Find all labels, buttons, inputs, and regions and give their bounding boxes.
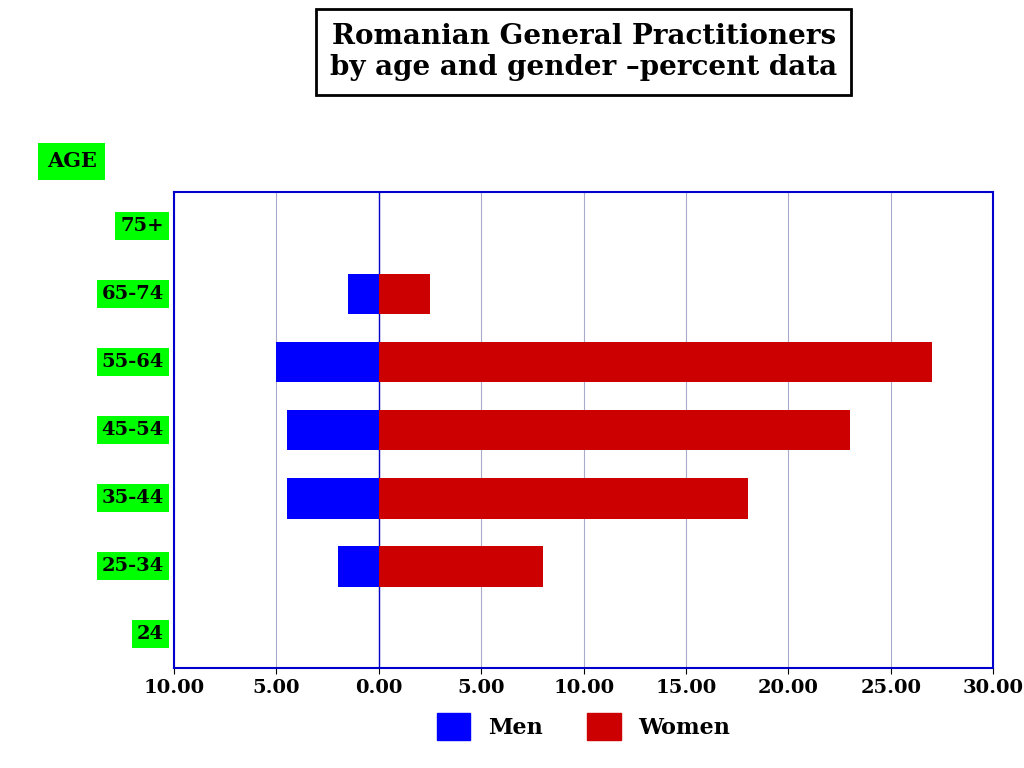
Text: 25-34: 25-34 [101, 557, 164, 575]
Bar [379, 409, 850, 451]
Text: 45-54: 45-54 [101, 421, 164, 439]
Legend: Men, Women: Men, Women [428, 704, 739, 750]
Bar [379, 342, 932, 382]
Bar [338, 546, 379, 587]
Bar [348, 273, 379, 314]
Text: 65-74: 65-74 [101, 285, 164, 303]
Text: 75+: 75+ [120, 217, 164, 235]
Text: Romanian General Practitioners
by age and gender –percent data: Romanian General Practitioners by age an… [330, 23, 838, 81]
Bar [379, 273, 430, 314]
Bar [379, 546, 543, 587]
Bar [276, 342, 379, 382]
Bar [287, 478, 379, 518]
Text: 35-44: 35-44 [101, 489, 164, 507]
Bar [379, 478, 748, 518]
Text: 24: 24 [137, 625, 164, 643]
Text: 55-64: 55-64 [101, 353, 164, 371]
Bar [287, 409, 379, 451]
Text: AGE: AGE [47, 151, 96, 171]
